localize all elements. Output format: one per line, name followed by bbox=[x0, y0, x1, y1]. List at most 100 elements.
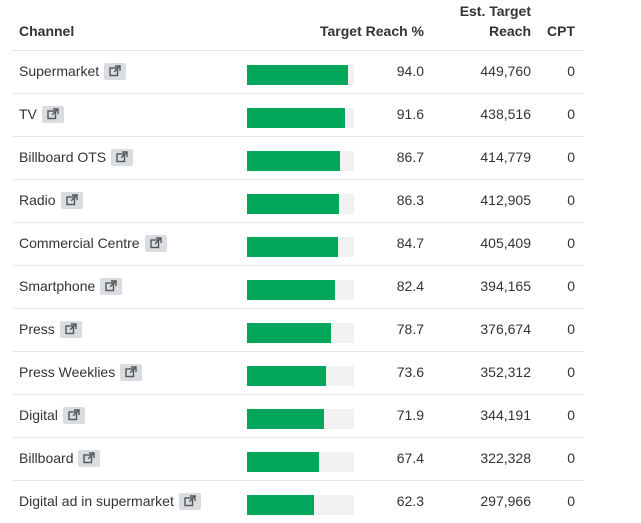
target-reach-pct: 78.7 bbox=[396, 321, 424, 337]
reach-bar-fill bbox=[247, 65, 348, 85]
est-target-reach: 414,779 bbox=[480, 149, 531, 165]
est-target-reach: 405,409 bbox=[480, 235, 531, 251]
cpt-value: 0 bbox=[567, 450, 575, 466]
channel-name: Press Weeklies bbox=[19, 364, 116, 380]
channel-name: Radio bbox=[19, 192, 56, 208]
header-target-reach-pct[interactable]: Target Reach % bbox=[320, 23, 424, 39]
table-row: Billboard 67.4 322,328 0 bbox=[12, 438, 584, 481]
external-link-icon bbox=[47, 108, 59, 120]
external-link-button[interactable] bbox=[41, 105, 64, 123]
est-target-reach: 449,760 bbox=[480, 63, 531, 79]
channel-name: Digital bbox=[19, 407, 58, 423]
table-row: Radio 86.3 412,905 0 bbox=[12, 180, 584, 223]
reach-bar-track bbox=[247, 452, 354, 472]
est-target-reach: 438,516 bbox=[480, 106, 531, 122]
cpt-value: 0 bbox=[567, 321, 575, 337]
cpt-value: 0 bbox=[567, 149, 575, 165]
est-target-reach: 352,312 bbox=[480, 364, 531, 380]
channel-name: Supermarket bbox=[19, 63, 100, 79]
reach-bar-fill bbox=[247, 452, 319, 472]
header-cpt[interactable]: CPT bbox=[547, 23, 575, 39]
est-target-reach: 412,905 bbox=[480, 192, 531, 208]
reach-table: Channel Target Reach % Est. Target Reach… bbox=[12, 0, 584, 523]
cpt-value: 0 bbox=[567, 493, 575, 509]
table-row: Smartphone 82.4 394,165 0 bbox=[12, 266, 584, 309]
reach-bar-track bbox=[247, 194, 354, 214]
target-reach-pct: 62.3 bbox=[396, 493, 424, 509]
reach-bar-track bbox=[247, 151, 354, 171]
est-target-reach: 322,328 bbox=[480, 450, 531, 466]
external-link-button[interactable] bbox=[59, 320, 82, 338]
target-reach-pct: 82.4 bbox=[396, 278, 424, 294]
reach-bar-fill bbox=[247, 366, 326, 386]
channel-name: Digital ad in supermarket bbox=[19, 493, 174, 509]
header-est-target-reach[interactable]: Est. Target Reach bbox=[459, 3, 531, 39]
external-link-icon bbox=[116, 151, 128, 163]
reach-bar-fill bbox=[247, 108, 345, 128]
est-target-reach: 344,191 bbox=[480, 407, 531, 423]
reach-bar-track bbox=[247, 65, 354, 85]
reach-bar-track bbox=[247, 280, 354, 300]
channel-name: Smartphone bbox=[19, 278, 96, 294]
external-link-button[interactable] bbox=[100, 277, 123, 295]
channel-name: TV bbox=[19, 106, 37, 122]
external-link-button[interactable] bbox=[60, 191, 83, 209]
reach-bar-track bbox=[247, 323, 354, 343]
reach-bar-track bbox=[247, 108, 354, 128]
external-link-button[interactable] bbox=[111, 148, 134, 166]
table-row: Commercial Centre 84.7 405,409 0 bbox=[12, 223, 584, 266]
table-row: Digital 71.9 344,191 0 bbox=[12, 395, 584, 438]
reach-bar-fill bbox=[247, 151, 340, 171]
channel-name: Press bbox=[19, 321, 55, 337]
table-row: Press Weeklies 73.6 352,312 0 bbox=[12, 352, 584, 395]
reach-bar-fill bbox=[247, 409, 324, 429]
header-channel[interactable]: Channel bbox=[19, 23, 75, 39]
external-link-button[interactable] bbox=[78, 449, 101, 467]
cpt-value: 0 bbox=[567, 278, 575, 294]
target-reach-pct: 71.9 bbox=[396, 407, 424, 423]
cpt-value: 0 bbox=[567, 106, 575, 122]
est-target-reach: 297,966 bbox=[480, 493, 531, 509]
target-reach-pct: 67.4 bbox=[396, 450, 424, 466]
external-link-icon bbox=[65, 323, 77, 335]
table-body: Supermarket 94.0 449,760 0 TV bbox=[12, 51, 584, 523]
external-link-icon bbox=[68, 409, 80, 421]
external-link-icon bbox=[149, 237, 162, 249]
target-reach-pct: 91.6 bbox=[396, 106, 424, 122]
external-link-button[interactable] bbox=[62, 406, 85, 424]
target-reach-pct: 94.0 bbox=[396, 63, 424, 79]
reach-bar-track bbox=[247, 237, 354, 257]
cpt-value: 0 bbox=[567, 192, 575, 208]
table-row: Digital ad in supermarket 62.3 297,966 0 bbox=[12, 481, 584, 523]
external-link-icon bbox=[125, 366, 137, 378]
cpt-value: 0 bbox=[567, 63, 575, 79]
reach-bar-fill bbox=[247, 495, 314, 515]
reach-bar-fill bbox=[247, 323, 331, 343]
target-reach-pct: 86.3 bbox=[396, 192, 424, 208]
reach-bar-fill bbox=[247, 194, 339, 214]
reach-bar-fill bbox=[247, 237, 338, 257]
table-header: Channel Target Reach % Est. Target Reach… bbox=[12, 0, 584, 51]
external-link-icon bbox=[83, 452, 96, 464]
external-link-button[interactable] bbox=[120, 363, 143, 381]
external-link-button[interactable] bbox=[104, 62, 127, 80]
channel-name: Billboard OTS bbox=[19, 149, 107, 165]
est-target-reach: 376,674 bbox=[480, 321, 531, 337]
cpt-value: 0 bbox=[567, 407, 575, 423]
external-link-icon bbox=[109, 65, 121, 77]
table-row: Press 78.7 376,674 0 bbox=[12, 309, 584, 352]
channel-name: Billboard bbox=[19, 450, 74, 466]
external-link-icon bbox=[65, 194, 78, 206]
target-reach-pct: 73.6 bbox=[396, 364, 424, 380]
external-link-button[interactable] bbox=[144, 234, 167, 252]
external-link-button[interactable] bbox=[178, 492, 201, 510]
table-row: Billboard OTS 86.7 414,779 0 bbox=[12, 137, 584, 180]
reach-bar-track bbox=[247, 409, 354, 429]
reach-bar-track bbox=[247, 366, 354, 386]
reach-bar-fill bbox=[247, 280, 335, 300]
target-reach-pct: 86.7 bbox=[396, 149, 424, 165]
external-link-icon bbox=[184, 495, 196, 507]
est-target-reach: 394,165 bbox=[480, 278, 531, 294]
channel-name: Commercial Centre bbox=[19, 235, 140, 251]
reach-bar-track bbox=[247, 495, 354, 515]
